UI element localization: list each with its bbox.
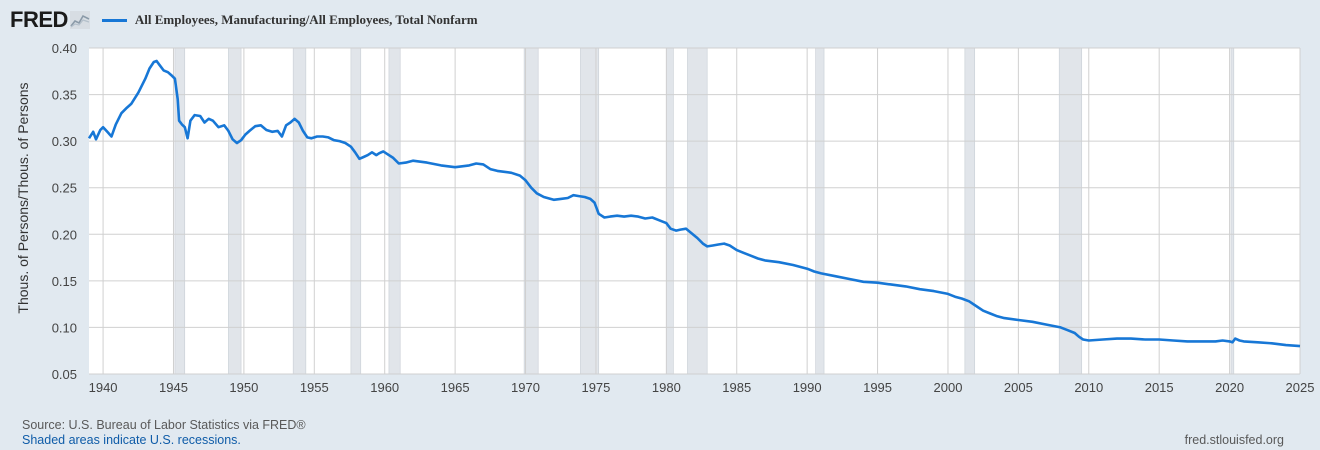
y-tick-label: 0.10: [52, 320, 77, 335]
x-tick-label: 1960: [370, 380, 399, 395]
legend-label: All Employees, Manufacturing/All Employe…: [134, 12, 478, 27]
x-tick-label: 2000: [934, 380, 963, 395]
y-axis-label: Thous. of Persons/Thous. of Persons: [15, 82, 31, 313]
x-tick-label: 1940: [89, 380, 118, 395]
x-tick-label: 1985: [722, 380, 751, 395]
recession-band: [523, 47, 539, 375]
fred-url[interactable]: fred.stlouisfed.org: [1184, 433, 1284, 447]
y-tick-label: 0.25: [52, 181, 77, 196]
x-tick-label: 1965: [441, 380, 470, 395]
line-chart-icon: [69, 11, 90, 29]
x-tick-label: 1950: [229, 380, 258, 395]
x-tick-label: 2020: [1215, 380, 1244, 395]
recession-band: [1230, 47, 1235, 375]
x-tick-label: 1990: [793, 380, 822, 395]
x-tick-label: 1970: [511, 380, 540, 395]
recession-band: [292, 47, 307, 375]
x-tick-label: 2010: [1074, 380, 1103, 395]
y-tick-label: 0.35: [52, 88, 77, 103]
source-note: Source: U.S. Bureau of Labor Statistics …: [22, 418, 306, 432]
x-tick-label: 2025: [1286, 380, 1315, 395]
x-tick-label: 1955: [300, 380, 329, 395]
recession-band: [666, 47, 674, 375]
x-tick-label: 2005: [1004, 380, 1033, 395]
footer-notes: Source: U.S. Bureau of Labor Statistics …: [22, 418, 306, 448]
legend[interactable]: All Employees, Manufacturing/All Employe…: [101, 12, 478, 28]
chart-header: FRED All Employees, Manufacturing/All Em…: [10, 6, 478, 34]
fred-logo[interactable]: FRED: [10, 7, 90, 33]
y-tick-label: 0.15: [52, 274, 77, 289]
recession-band: [350, 47, 362, 375]
x-tick-label: 2015: [1145, 380, 1174, 395]
legend-swatch: [101, 18, 127, 22]
x-tick-label: 1945: [159, 380, 188, 395]
recession-band: [687, 47, 708, 375]
y-tick-label: 0.20: [52, 227, 77, 242]
recession-band: [228, 47, 242, 375]
recession-band: [815, 47, 825, 375]
x-tick-label: 1980: [652, 380, 681, 395]
y-tick-label: 0.05: [52, 367, 77, 382]
x-tick-label: 1995: [863, 380, 892, 395]
recession-note[interactable]: Shaded areas indicate U.S. recessions.: [22, 433, 241, 447]
recession-band: [1058, 47, 1083, 375]
y-tick-label: 0.30: [52, 134, 77, 149]
chart-area: 0.05 0.10 0.15 0.20 0.25 0.30 0.35 0.40 1940 1945…: [15, 41, 1315, 395]
recession-band: [388, 47, 401, 375]
y-tick-label: 0.40: [52, 41, 77, 56]
recession-band: [964, 47, 976, 375]
logo-text: FRED: [10, 7, 68, 32]
series-line: [87, 59, 1301, 348]
x-tick-label: 1975: [581, 380, 610, 395]
